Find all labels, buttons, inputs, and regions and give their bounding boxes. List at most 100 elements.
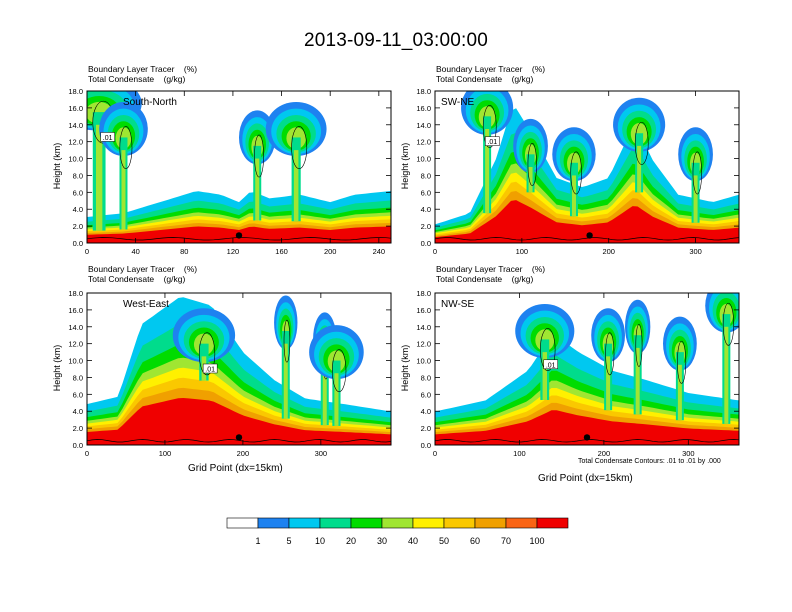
ytick-label: 18.0 (68, 87, 83, 96)
xtick-label: 120 (227, 247, 240, 256)
xtick-label: 200 (602, 247, 615, 256)
plume-core (637, 145, 642, 193)
ytick-label: 14.0 (68, 121, 83, 130)
ytick-label: 2.0 (421, 222, 431, 231)
xtick-label: 200 (598, 449, 611, 458)
terrain-line (435, 439, 739, 443)
terrain-line (435, 237, 739, 241)
plume-core (485, 129, 490, 214)
plume-core (724, 326, 729, 424)
panel-4-field: .01 (435, 293, 739, 445)
contour-label-box (202, 363, 218, 374)
plume-core (283, 343, 288, 419)
plume-core (95, 124, 103, 231)
bl-band (435, 200, 739, 243)
colorbar-cell (319, 517, 352, 529)
ytick-label: 8.0 (73, 171, 83, 180)
panel-4-subtitle: Boundary Layer Tracer (%) Total Condensat… (436, 264, 545, 284)
xtick-label: 0 (85, 449, 89, 458)
ytick-label: 4.0 (421, 407, 431, 416)
ytick-label: 12.0 (416, 340, 431, 349)
panel-4-xlabel: Grid Point (dx=15km) (538, 473, 633, 484)
ytick-label: 18.0 (416, 289, 431, 298)
plume-core (677, 364, 682, 421)
panel-1-subtitle-1: Boundary Layer Tracer (%) (88, 64, 198, 74)
terrain-line (87, 237, 391, 241)
xtick-label: 200 (237, 449, 250, 458)
plume-core (255, 158, 260, 221)
panel-2-field: .01 (435, 91, 739, 243)
contour-label: .01 (487, 139, 497, 146)
contour-label: .01 (103, 135, 113, 142)
ytick-label: 14.0 (68, 323, 83, 332)
ytick-label: 0.0 (421, 441, 431, 450)
plume-core (528, 167, 533, 193)
ytick-label: 10.0 (68, 357, 83, 366)
ytick-label: 6.0 (421, 188, 431, 197)
contour-label-box (543, 359, 558, 370)
panel-1-field: .01 (87, 91, 391, 243)
contour-label: .01 (205, 367, 215, 374)
condensate-contour (254, 134, 264, 178)
page-title: 2013-09-11_03:00:00 (303, 30, 489, 51)
ytick-label: 16.0 (68, 306, 83, 315)
colorbar-label: 5 (286, 536, 291, 546)
condensate-contour (119, 126, 133, 169)
location-marker (586, 232, 593, 239)
colorbar-label: 70 (501, 536, 511, 546)
panel-3-field: .01 (87, 295, 391, 445)
ytick-label: 8.0 (73, 373, 83, 382)
xtick-label: 100 (159, 449, 172, 458)
ytick-label: 2.0 (421, 424, 431, 433)
xtick-label: 240 (373, 247, 386, 256)
colorbar-label: 40 (408, 536, 418, 546)
condensate-contour (198, 332, 216, 376)
panel-frame (86, 292, 392, 446)
condensate-contour (291, 126, 308, 169)
panel-3: .01 West-East 0.0 2.0 4.0 6.0 8.0 10.0 12.0 14.0 1… (68, 289, 392, 458)
plume-core (322, 360, 327, 426)
panel-frame (434, 292, 740, 446)
plume-core (334, 373, 339, 426)
ytick-label: 0.0 (73, 441, 83, 450)
panel-3-subtitle-2: Total Condensate (g/kg) (88, 274, 186, 284)
colorbar-cell (226, 517, 259, 529)
plume-core (293, 150, 299, 222)
panel-name: South-North (123, 97, 177, 108)
colorbar-cell (474, 517, 507, 529)
condensate-contour (570, 151, 582, 195)
xtick-label: 0 (433, 247, 437, 256)
xtick-label: 100 (513, 449, 526, 458)
ytick-label: 2.0 (73, 222, 83, 231)
colorbar-label: 10 (315, 536, 325, 546)
plume-core (606, 356, 611, 411)
condensate-contour (283, 319, 291, 363)
xtick-label: 0 (433, 449, 437, 458)
contour-note: Total Condensate Contours: .01 to .01 by… (578, 458, 721, 465)
panel-2-subtitle-1: Boundary Layer Tracer (%) (436, 64, 546, 74)
ytick-label: 12.0 (68, 138, 83, 147)
panel-1-subtitle-2: Total Condensate (g/kg) (88, 74, 186, 84)
ytick-label: 4.0 (421, 205, 431, 214)
panel-3-subtitle-1: Boundary Layer Tracer (%) (88, 264, 198, 274)
condensate-contour (635, 323, 643, 367)
xtick-label: 80 (180, 247, 188, 256)
panel-1-subtitle: Boundary Layer Tracer (%) Total Condensat… (88, 64, 197, 84)
panel-name: SW-NE (441, 97, 474, 108)
ytick-label: 18.0 (416, 87, 431, 96)
colorbar-cell (381, 517, 414, 529)
panel-4-subtitle-1: Boundary Layer Tracer (%) (436, 264, 546, 274)
contour-label-box (485, 136, 500, 146)
ytick-label: 10.0 (416, 357, 431, 366)
ytick-label: 16.0 (68, 104, 83, 113)
xtick-label: 200 (324, 247, 337, 256)
xtick-label: 300 (689, 247, 702, 256)
colorbar-cell (443, 517, 476, 529)
ytick-label: 2.0 (73, 424, 83, 433)
ytick-label: 10.0 (416, 155, 431, 164)
colorbar-label: 50 (439, 536, 449, 546)
panel-4-subtitle-2: Total Condensate (g/kg) (436, 274, 534, 284)
location-marker (583, 434, 591, 441)
contour-label-box (100, 132, 115, 142)
